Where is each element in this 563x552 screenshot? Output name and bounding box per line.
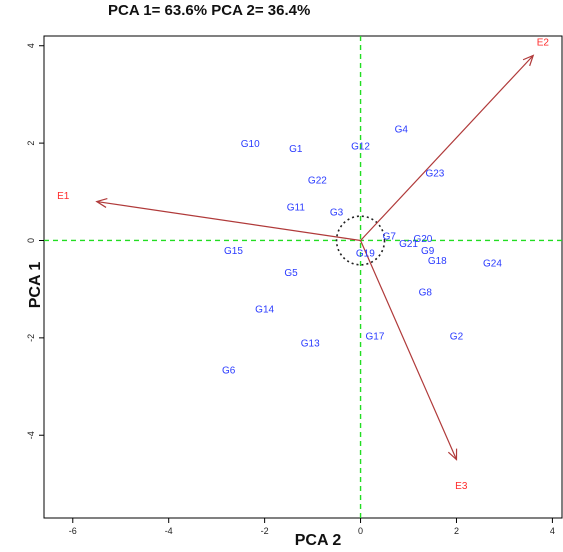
genotype-label-g8: G8 — [419, 288, 433, 299]
genotype-label-g17: G17 — [365, 331, 384, 342]
axes-layer: -6 -4 -2 0 2 4 -4 -2 0 2 4 — [26, 35, 563, 536]
genotype-label-g6: G6 — [222, 366, 236, 377]
genotype-label-g9: G9 — [421, 246, 435, 257]
y-tick-label: 0 — [26, 238, 36, 243]
genotype-label-g21: G21 — [399, 239, 418, 250]
x-tick-label: 4 — [550, 526, 555, 536]
y-axis-title: PCA 1 — [27, 262, 44, 309]
environment-label-e1: E1 — [57, 191, 70, 202]
genotype-label-g7: G7 — [383, 232, 397, 243]
genotype-label-g2: G2 — [450, 331, 464, 342]
environment-label-e3: E3 — [455, 481, 468, 492]
genotype-label-g4: G4 — [395, 125, 409, 136]
genotype-label-g15: G15 — [224, 246, 243, 257]
x-tick-label: -6 — [69, 526, 77, 536]
arrowhead-e1 — [95, 197, 108, 208]
genotype-label-g13: G13 — [301, 339, 320, 350]
chart-title: PCA 1= 63.6% PCA 2= 36.4% — [108, 2, 311, 19]
vector-e3 — [360, 240, 458, 460]
x-tick-label: 0 — [358, 526, 363, 536]
genotype-label-g24: G24 — [483, 258, 502, 269]
origin-circle — [335, 215, 386, 266]
y-tick-label: 2 — [26, 141, 36, 146]
genotype-label-g5: G5 — [284, 268, 298, 279]
genotype-label-g23: G23 — [425, 168, 444, 179]
genotype-label-g19: G19 — [356, 249, 375, 260]
genotype-label-g11: G11 — [287, 202, 306, 213]
x-axis-title: PCA 2 — [295, 532, 342, 549]
vector-e2 — [360, 55, 534, 241]
genotype-label-g18: G18 — [428, 256, 447, 267]
genotype-label-g14: G14 — [255, 305, 274, 316]
environment-vectors — [95, 54, 535, 461]
genotype-label-g12: G12 — [351, 142, 370, 153]
genotype-label-g1: G1 — [289, 144, 303, 155]
x-tick-label: -4 — [165, 526, 173, 536]
environment-labels: E1 E2 E3 — [57, 38, 549, 492]
reference-lines — [44, 36, 562, 518]
environment-label-e2: E2 — [537, 38, 550, 49]
genotype-label-g3: G3 — [330, 207, 344, 218]
plot-frame — [43, 35, 563, 519]
y-tick-label: -2 — [26, 334, 36, 342]
x-tick-label: -2 — [261, 526, 269, 536]
genotype-label-g20: G20 — [413, 234, 432, 245]
genotype-label-g22: G22 — [308, 176, 327, 187]
genotype-label-g10: G10 — [241, 139, 260, 150]
vector-e1 — [96, 200, 361, 242]
arrowhead-e2 — [522, 54, 535, 67]
y-tick-label: 4 — [26, 43, 36, 48]
y-tick-label: -4 — [26, 431, 36, 439]
x-tick-label: 2 — [454, 526, 459, 536]
arrowhead-e3 — [447, 448, 458, 461]
